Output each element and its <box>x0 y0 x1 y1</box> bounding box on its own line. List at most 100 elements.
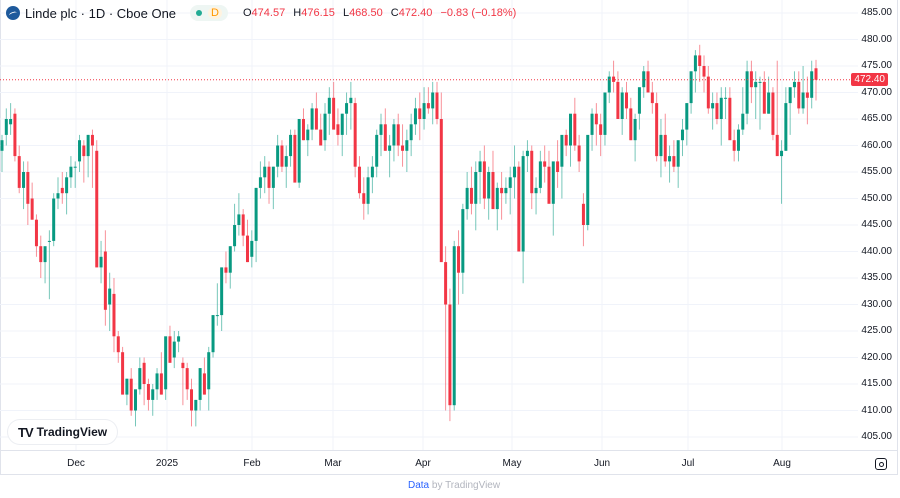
candle <box>362 177 366 220</box>
candle <box>607 71 611 104</box>
candle <box>409 113 413 157</box>
candle <box>633 113 637 162</box>
candle <box>461 203 465 294</box>
candle <box>762 71 766 114</box>
time-tick: Aug <box>773 458 791 469</box>
close-value: 472.40 <box>398 7 433 19</box>
time-tick: May <box>502 458 522 469</box>
candle <box>280 140 284 172</box>
candle <box>749 60 753 104</box>
chart-frame <box>0 0 898 475</box>
price-tick: 440.00 <box>861 245 892 257</box>
chart-settings-icon[interactable] <box>875 458 887 470</box>
price-tick: 445.00 <box>861 219 892 230</box>
candle <box>396 113 400 157</box>
candle <box>125 378 129 406</box>
candle <box>108 272 112 331</box>
candle <box>327 87 331 135</box>
candle <box>379 113 383 157</box>
candle <box>689 71 693 114</box>
candle <box>228 246 232 289</box>
candle <box>60 172 64 204</box>
candle <box>164 336 168 400</box>
candle <box>422 87 426 130</box>
high-label: H <box>293 7 302 19</box>
candle <box>629 97 633 141</box>
candle <box>263 156 267 194</box>
tradingview-badge[interactable]: TV TradingView <box>8 420 118 444</box>
candle <box>69 156 73 188</box>
candle <box>581 193 585 247</box>
candle <box>237 193 241 236</box>
candle <box>207 346 211 411</box>
market-status-pill[interactable]: D <box>190 5 228 21</box>
candle <box>142 357 146 406</box>
candle <box>439 92 443 263</box>
candle <box>792 71 796 98</box>
candle <box>736 124 740 162</box>
candle <box>245 219 249 263</box>
candle <box>138 357 142 395</box>
price-tick: 410.00 <box>861 404 892 416</box>
candle <box>267 161 271 204</box>
candle <box>349 81 353 130</box>
candle <box>241 209 245 247</box>
candle <box>146 378 150 411</box>
candle <box>220 267 224 331</box>
candle <box>17 145 21 194</box>
candle <box>508 166 512 215</box>
candle <box>134 389 138 427</box>
candle <box>284 145 288 188</box>
candle <box>271 166 275 210</box>
candle <box>86 134 90 178</box>
candle <box>517 161 521 252</box>
price-tick: 420.00 <box>861 351 892 363</box>
candle <box>560 134 564 199</box>
open-label: O <box>242 7 252 19</box>
candle <box>34 214 38 257</box>
candle <box>724 87 728 119</box>
candle <box>190 378 194 427</box>
candle <box>711 92 715 130</box>
candle <box>650 81 654 114</box>
candle <box>577 134 581 172</box>
candle <box>366 166 370 215</box>
candle <box>637 87 641 130</box>
candle <box>586 134 590 231</box>
candle <box>525 140 529 172</box>
candle <box>801 66 805 114</box>
candle <box>676 140 680 188</box>
candle <box>685 103 689 146</box>
candle <box>177 331 181 353</box>
time-tick: Dec <box>67 458 85 469</box>
candle <box>336 108 340 146</box>
candle <box>448 288 452 422</box>
candle <box>47 230 51 300</box>
candle <box>215 283 219 326</box>
candle <box>469 166 473 215</box>
candle <box>254 187 258 263</box>
time-tick: Mar <box>324 458 342 469</box>
symbol-title[interactable]: Linde plc · 1D · Cboe One <box>25 5 177 21</box>
change-value: −0.83 (−0.18%) <box>440 7 517 19</box>
candle <box>90 129 94 188</box>
candle <box>168 325 172 363</box>
candle <box>775 60 779 157</box>
candle <box>73 161 77 188</box>
candle <box>198 368 202 411</box>
candle <box>482 145 486 210</box>
candle <box>401 124 405 167</box>
candle <box>129 368 133 416</box>
price-tick: 475.00 <box>861 60 892 71</box>
candle <box>310 103 314 141</box>
candle <box>805 76 809 125</box>
data-link[interactable]: Data <box>408 480 430 491</box>
candle <box>211 315 215 358</box>
candle <box>457 230 461 305</box>
candle <box>426 87 430 114</box>
candle <box>612 60 616 93</box>
candle <box>551 161 555 236</box>
candle <box>258 161 262 199</box>
candle <box>504 177 508 204</box>
